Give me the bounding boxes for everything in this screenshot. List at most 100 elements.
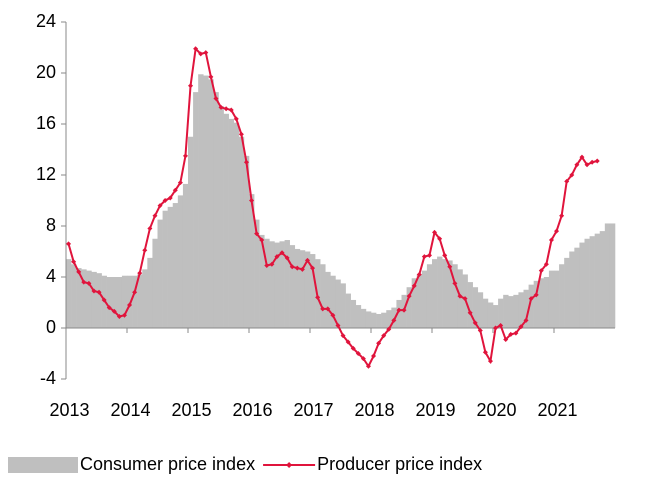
marker [310,265,316,271]
marker [421,254,427,260]
area-bar [406,287,412,328]
marker [462,296,468,302]
marker [249,198,255,203]
marker [157,203,163,209]
area-bar [548,270,555,328]
marker [432,229,438,235]
x-tick-label: 2021 [538,400,578,420]
legend-label: Producer price index [317,454,482,474]
area-bar [472,287,479,328]
area-bar [289,245,296,328]
area-bar [487,302,494,328]
marker [208,74,214,80]
area-bar [167,206,174,328]
marker [86,280,92,286]
marker [513,330,519,336]
area-bar [188,136,194,328]
area-bar [559,264,565,328]
area-bar [467,282,473,328]
marker [259,237,265,243]
marker [177,180,183,186]
x-tick-label: 2020 [477,400,517,420]
area-bar [569,251,575,328]
area-bar [442,259,448,328]
area-bar [198,74,204,329]
area-bar [137,274,143,328]
marker [548,237,554,243]
marker [503,336,509,342]
marker [101,297,107,303]
area-bar [426,264,433,328]
area-bar [304,251,311,328]
marker [559,213,565,219]
legend-swatch [8,457,78,473]
area-bar [203,75,209,328]
marker [213,96,219,101]
area-bar [233,122,240,328]
marker [254,231,260,237]
area-bar [106,277,113,328]
marker [487,358,493,364]
marker [299,266,305,272]
marker [467,310,473,316]
area-bar [345,293,351,328]
marker [330,312,336,318]
marker [91,288,97,294]
area-bar [376,313,382,328]
area-bar [396,299,402,328]
area-bar [477,292,484,328]
marker [589,159,595,165]
area-bar [127,275,133,328]
area-bar [330,275,336,328]
marker [106,305,112,311]
area-bar [213,92,219,328]
marker [223,106,229,112]
marker [66,241,72,247]
marker [121,312,127,318]
x-tick-label: 2016 [233,400,273,420]
marker [142,247,148,253]
area-bar [360,308,367,328]
marker [554,228,560,234]
area-bar [381,312,387,328]
marker [569,172,575,178]
marker [218,104,224,110]
area-bar [432,259,438,328]
x-tick-label: 2017 [294,400,334,420]
marker [320,306,326,312]
marker [396,307,402,313]
area-bar [543,277,550,328]
marker [284,255,290,261]
area-bar [447,260,453,328]
area-bar [416,274,423,328]
x-tick-label: 2014 [111,400,151,420]
area-bar [498,298,504,328]
marker [543,261,549,267]
marker [172,187,178,193]
marker [182,153,188,159]
marker [340,333,346,339]
marker [447,264,453,270]
area-bar [71,264,77,328]
marker [228,107,234,113]
marker [167,195,173,201]
marker [584,162,590,168]
area-bar [594,233,601,328]
marker [132,289,138,295]
marker [350,345,356,351]
area-bar [371,312,377,328]
marker [111,308,117,314]
area-bar [91,271,97,328]
marker [376,340,382,346]
area-bar [574,247,580,328]
marker [137,270,143,276]
area-bar [116,277,123,328]
area-bar [182,183,189,328]
area-bar [142,269,148,328]
area-bar [386,310,392,328]
marker [477,328,483,334]
marker [381,333,387,339]
x-tick-label: 2013 [50,400,90,420]
marker [426,252,432,258]
y-tick-label: 12 [36,164,56,184]
